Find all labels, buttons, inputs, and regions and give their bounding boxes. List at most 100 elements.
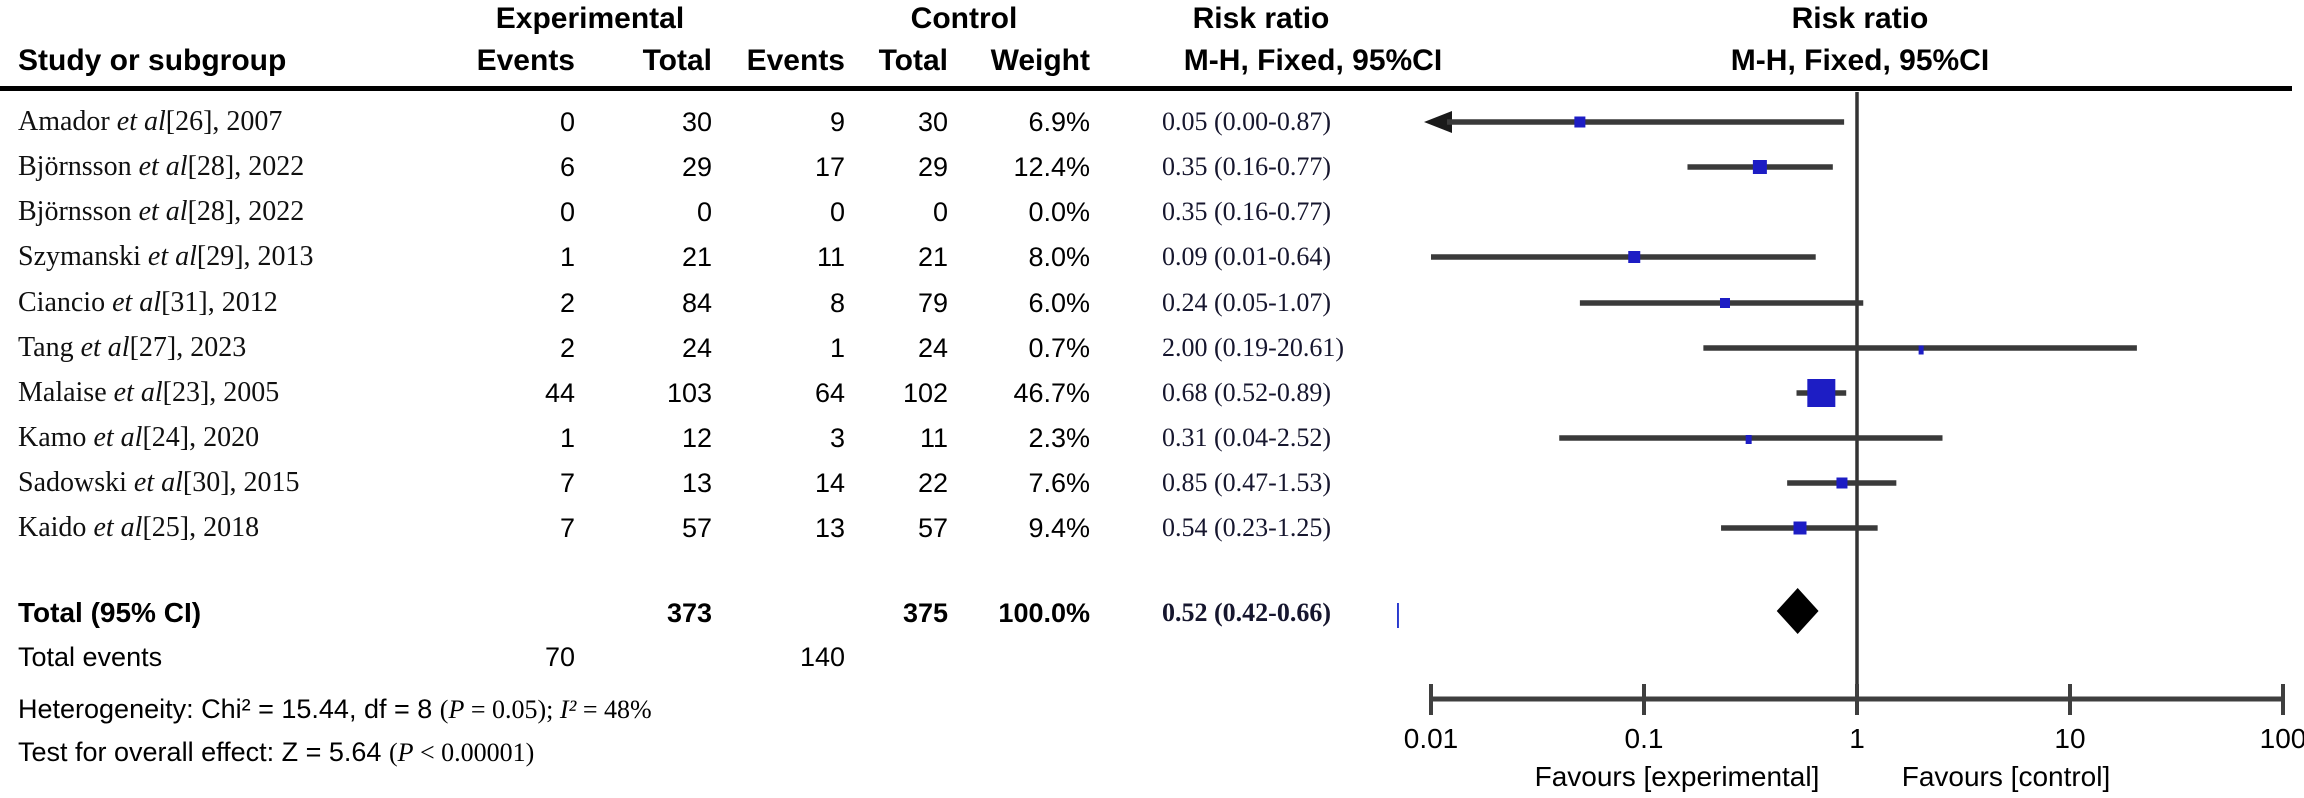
weight-value: 46.7% (1013, 378, 1090, 408)
x-axis-tick-label: 0.1 (1625, 723, 1664, 754)
risk-ratio-value: 0.35 (0.16-0.77) (1162, 152, 1331, 181)
favours-left-label: Favours [experimental] (1535, 761, 1820, 792)
study-row: Szymanski et al[29], 2013 1 21 11 21 8.0% 0.09… (0, 240, 1500, 274)
risk-ratio-value: 0.54 (0.23-1.25) (1162, 513, 1331, 542)
header-divider-line (0, 86, 2292, 91)
favours-right-label: Favours [control] (1902, 761, 2111, 792)
study-label: Sadowski et al[30], 2015 (18, 467, 300, 498)
header-ctrl-total: Total (878, 44, 948, 77)
total-events-row: Total events 70 140 (0, 640, 1500, 674)
overall-effect-paren: (P < 0.00001) (388, 738, 535, 767)
heterogeneity-paren: (P = 0.05); I² = 48% (439, 695, 652, 724)
study-row: Amador et al[26], 2007 0 30 9 30 6.9% 0.05 (0.… (0, 105, 1500, 139)
pooled-diamond (1776, 588, 1819, 634)
header-control: Control (910, 2, 1018, 35)
ctrl-events-value: 1 (829, 333, 845, 363)
weight-value: 6.0% (1028, 288, 1090, 318)
ctrl-total-value: 102 (902, 378, 948, 408)
total-row: Total (95% CI) 373 375 100.0% 0.52 (0.42… (0, 596, 1500, 630)
total-ctrl-total: 375 (902, 598, 948, 628)
study-row: Sadowski et al[30], 2015 7 13 14 22 7.6% 0.85 … (0, 466, 1500, 500)
header-exp-total: Total (642, 44, 712, 77)
header-risk-ratio-column: Risk ratio (1192, 2, 1330, 35)
ctrl-total-value: 0 (932, 197, 948, 227)
effect-marker (1719, 298, 1730, 308)
total-label: Total (95% CI) (18, 597, 202, 628)
total-events-label: Total events (18, 642, 163, 672)
risk-ratio-value: 0.31 (0.04-2.52) (1162, 423, 1331, 452)
header-exp-events: Events (476, 44, 575, 77)
study-row: Björnsson et al[28], 2022 0 0 0 0 0.0% 0.35 (0… (0, 195, 1500, 229)
exp-total-value: 13 (681, 468, 712, 498)
exp-events-value: 44 (544, 378, 575, 408)
study-label: Kaido et al[25], 2018 (18, 512, 260, 543)
exp-total-value: 29 (681, 152, 712, 182)
weight-value: 0.0% (1028, 197, 1090, 227)
risk-ratio-value: 0.85 (0.47-1.53) (1162, 468, 1331, 497)
risk-ratio-value: 0.35 (0.16-0.77) (1162, 197, 1331, 226)
effect-marker (1745, 435, 1752, 444)
total-weight: 100.0% (998, 598, 1090, 628)
ctrl-events-value: 13 (814, 513, 845, 543)
exp-events-value: 1 (559, 423, 575, 453)
ctrl-events-value: 14 (814, 468, 845, 498)
p-symbol: P (448, 695, 465, 724)
effect-marker (1574, 116, 1586, 128)
ctrl-events-value: 11 (816, 242, 845, 272)
exp-events-value: 0 (559, 107, 575, 137)
exp-events-value: 2 (559, 288, 575, 318)
ctrl-total-value: 30 (917, 107, 948, 137)
header-risk-ratio-plot: Risk ratio (1791, 2, 1929, 35)
ctrl-total-value: 22 (917, 468, 948, 498)
cursor-artifact: | (1395, 598, 1401, 628)
exp-events-value: 7 (559, 513, 575, 543)
study-label: Björnsson et al[28], 2022 (18, 151, 305, 182)
exp-total-value: 30 (681, 107, 712, 137)
exp-events-value: 1 (559, 242, 575, 272)
risk-ratio-value: 0.05 (0.00-0.87) (1162, 107, 1331, 136)
ctrl-events-value: 9 (829, 107, 845, 137)
header-experimental: Experimental (495, 2, 685, 35)
total-exp-total: 373 (666, 598, 712, 628)
study-label: Tang et al[27], 2023 (18, 332, 247, 363)
exp-total-value: 12 (681, 423, 712, 453)
header-weight: Weight (990, 44, 1090, 77)
exp-total-value: 103 (666, 378, 712, 408)
x-axis-tick-label: 1 (1849, 723, 1865, 754)
weight-value: 2.3% (1028, 423, 1090, 453)
ctrl-events-value: 64 (814, 378, 845, 408)
effect-marker (1628, 251, 1641, 263)
effect-marker (1793, 521, 1807, 535)
x-axis-tick-label: 100 (2260, 723, 2304, 754)
header-method-plot: M-H, Fixed, 95%CI (1730, 44, 1990, 77)
p-symbol: P (397, 738, 414, 767)
study-row: Tang et al[27], 2023 2 24 1 24 0.7% 2.00 (0.19… (0, 331, 1500, 365)
header-method-column: M-H, Fixed, 95%CI (1183, 44, 1443, 77)
study-label: Malaise et al[23], 2005 (18, 377, 280, 408)
overall-effect-text: Test for overall effect: Z = 5.64 (18, 737, 389, 767)
i-squared-symbol: I² (559, 695, 577, 724)
study-label: Amador et al[26], 2007 (18, 106, 283, 137)
ctrl-events-value: 0 (829, 197, 845, 227)
risk-ratio-value: 0.09 (0.01-0.64) (1162, 242, 1331, 271)
weight-value: 7.6% (1028, 468, 1090, 498)
header-study-or-subgroup: Study or subgroup (18, 44, 287, 77)
header-ctrl-events: Events (746, 44, 845, 77)
study-row: Malaise et al[23], 2005 44 103 64 102 46.7% 0.… (0, 376, 1500, 410)
ctrl-total-value: 79 (917, 288, 948, 318)
study-row: Björnsson et al[28], 2022 6 29 17 29 12.4% 0.3… (0, 150, 1500, 184)
exp-events-value: 0 (559, 197, 575, 227)
ctrl-total-value: 24 (917, 333, 948, 363)
weight-value: 12.4% (1013, 152, 1090, 182)
x-axis-tick-label: 0.01 (1404, 723, 1459, 754)
ctrl-total-value: 29 (917, 152, 948, 182)
weight-value: 8.0% (1028, 242, 1090, 272)
ctrl-total-value: 11 (919, 423, 948, 453)
ctrl-events-value: 17 (814, 152, 845, 182)
total-events-experimental: 70 (544, 642, 575, 672)
x-axis-tick-label: 10 (2054, 723, 2085, 754)
total-events-control: 140 (799, 642, 845, 672)
exp-total-value: 57 (681, 513, 712, 543)
ctrl-total-value: 21 (917, 242, 948, 272)
